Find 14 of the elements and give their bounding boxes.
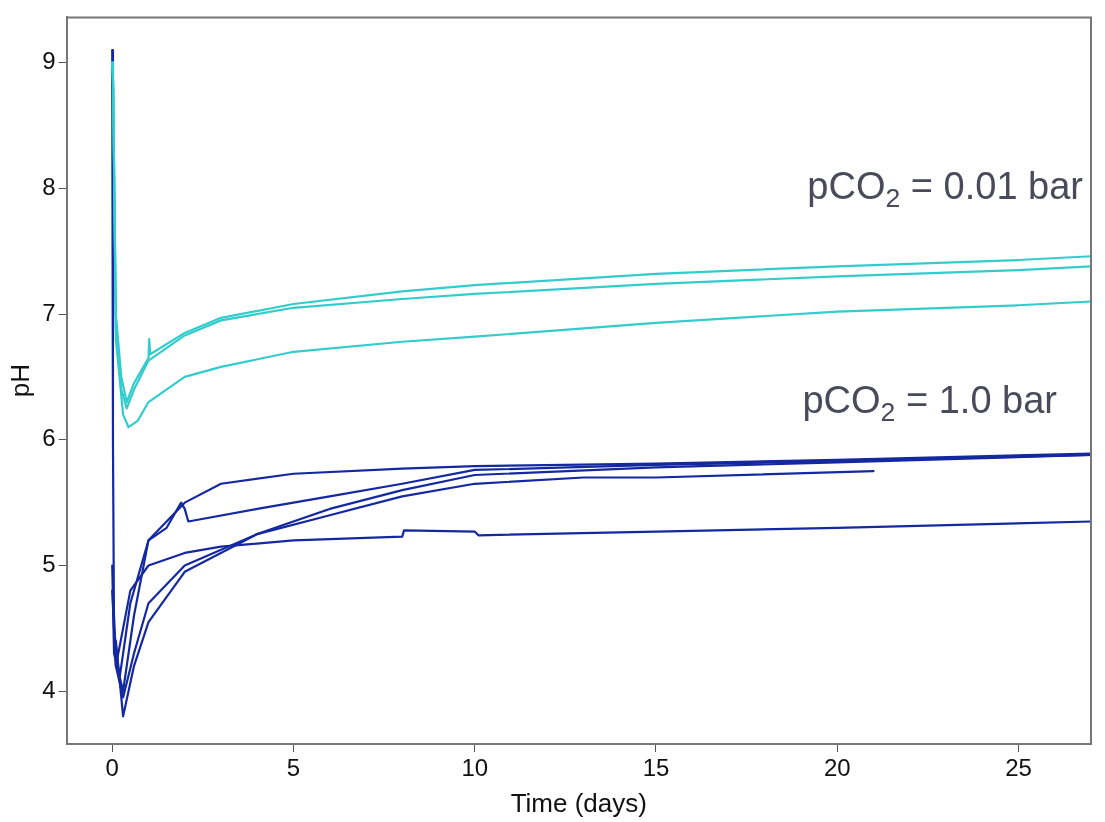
y-tick-label: 7: [42, 298, 56, 326]
y-tick-label: 8: [42, 172, 56, 200]
x-tick-label: 5: [286, 754, 301, 782]
y-tick-label: 4: [42, 675, 56, 703]
x-tick-label: 25: [1005, 754, 1032, 782]
y-axis-title: pH: [4, 364, 35, 398]
y-tick-label: 6: [42, 424, 56, 452]
x-tick-label: 10: [461, 754, 489, 782]
x-tick-label: 0: [105, 754, 119, 782]
x-axis-title: Time (days): [510, 787, 647, 818]
x-tick-label: 20: [823, 754, 851, 782]
y-tick-label: 9: [42, 47, 56, 75]
x-tick-label: 15: [642, 754, 670, 782]
y-tick-label: 5: [42, 550, 56, 578]
